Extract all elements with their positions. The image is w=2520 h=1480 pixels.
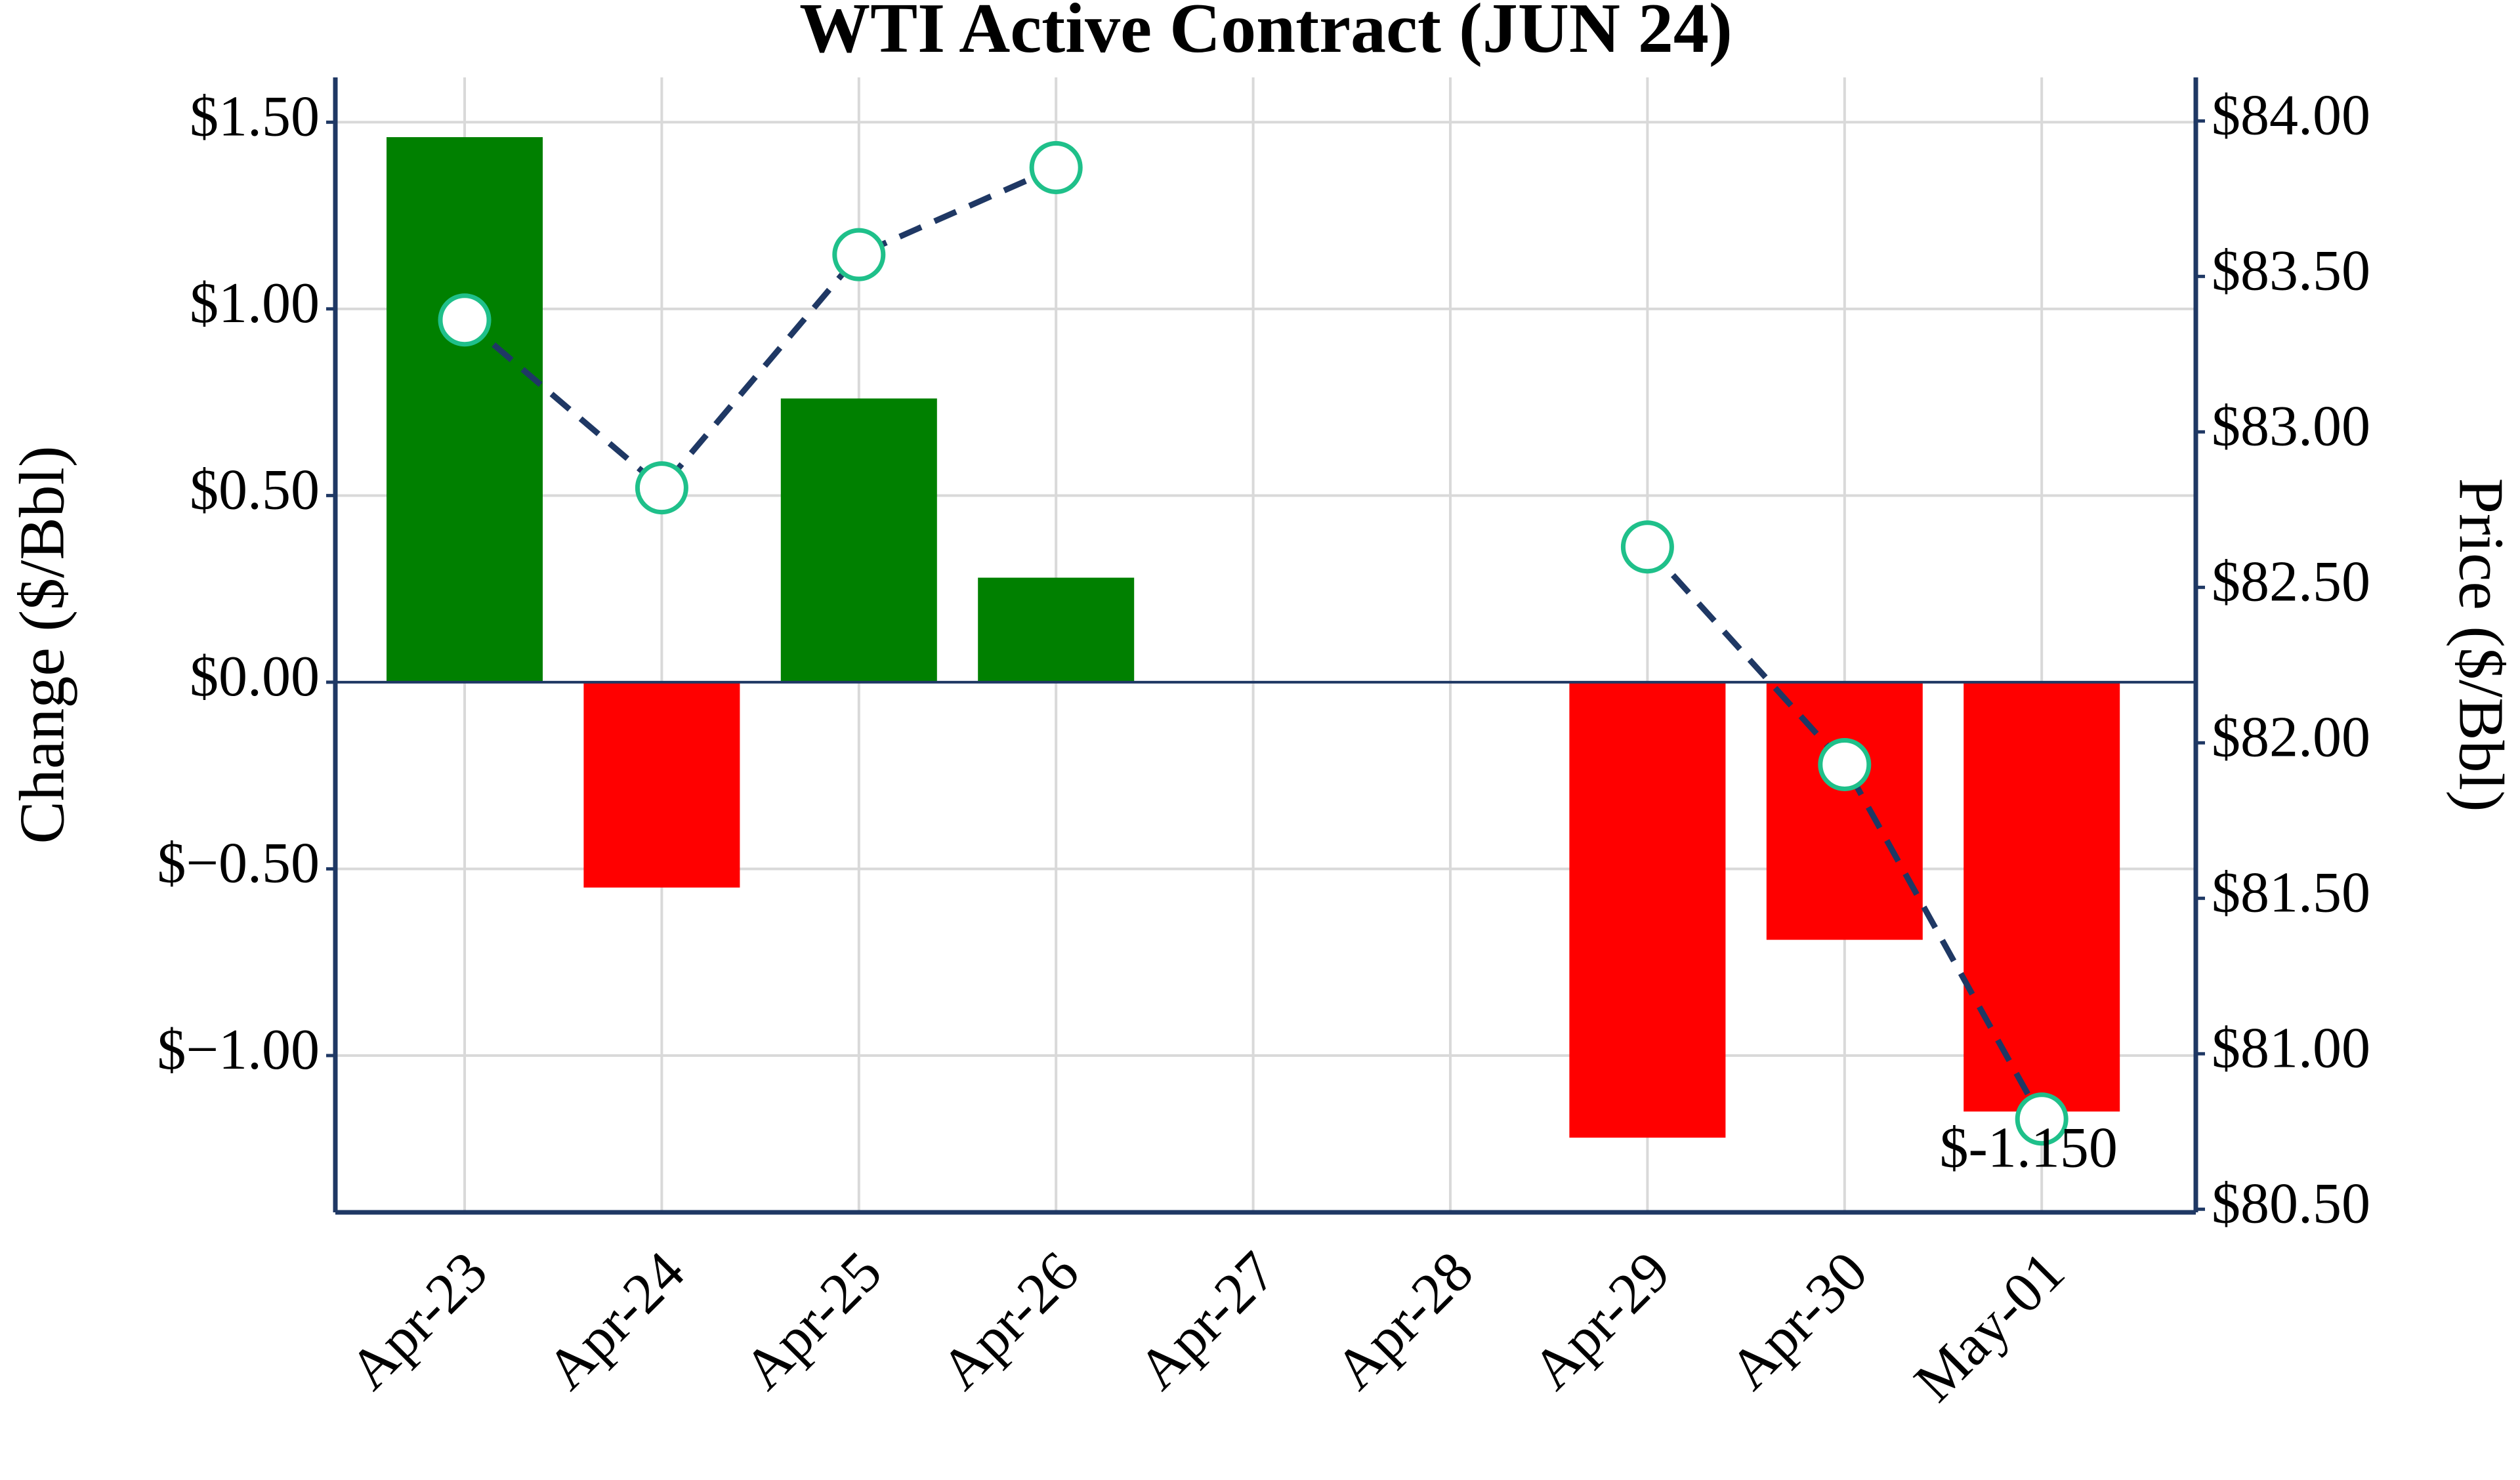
y-tick-label: $0.00 (190, 645, 320, 709)
y2-tick-label: $82.00 (2212, 705, 2370, 769)
y-tick-label: $1.00 (190, 272, 320, 335)
x-tick-label: Apr-28 (1323, 1240, 1485, 1402)
x-tick-label: Apr-27 (1126, 1240, 1288, 1402)
y2-tick-label: $83.50 (2212, 239, 2370, 303)
y2-tick-label: $83.00 (2212, 395, 2370, 459)
y2-tick-label: $81.00 (2212, 1016, 2370, 1080)
price-marker (2015, 1092, 2068, 1146)
bar (780, 398, 937, 682)
y2-tick-label: $80.50 (2212, 1172, 2370, 1235)
y-tick-label: $0.50 (190, 459, 320, 522)
bar (978, 577, 1135, 682)
y-tick-label: $−1.00 (157, 1018, 320, 1082)
chart-title: WTI Active Contract (JUN 24) (799, 0, 1732, 68)
y2-tick-label: $82.50 (2212, 550, 2370, 614)
price-marker (1818, 737, 1872, 791)
y-axis-label: Change ($/Bbl) (7, 446, 77, 844)
bar (1766, 682, 1923, 940)
price-marker (438, 293, 492, 347)
x-tick-label: Apr-24 (535, 1240, 697, 1402)
y-tick-label: $−0.50 (157, 832, 320, 895)
price-line (1645, 545, 2045, 1120)
price-marker (635, 461, 688, 515)
bar (583, 682, 740, 888)
price-line (463, 165, 1058, 492)
price-marker (1620, 520, 1674, 574)
x-tick-label: Apr-23 (337, 1240, 499, 1402)
bar (387, 137, 543, 682)
x-tick-label: Apr-30 (1717, 1240, 1880, 1402)
y2-tick-label: $84.00 (2212, 84, 2370, 148)
value-label: $-1.150 (1940, 1117, 2118, 1180)
price-marker (832, 228, 886, 281)
price-marker (1029, 140, 1083, 194)
y-tick-label: $1.50 (190, 85, 320, 148)
x-tick-label: Apr-29 (1521, 1240, 1683, 1402)
x-tick-label: Apr-26 (929, 1240, 1091, 1402)
x-tick-label: Apr-25 (732, 1240, 894, 1402)
bar (1964, 682, 2120, 1112)
y2-tick-label: $81.50 (2212, 861, 2370, 924)
y2-axis-label: Price ($/Bbl) (2446, 478, 2517, 812)
x-tick-label: May-01 (1902, 1240, 2077, 1414)
bar (1569, 682, 1726, 1138)
